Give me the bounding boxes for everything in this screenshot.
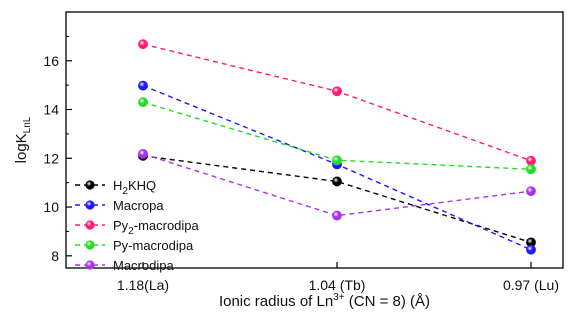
y-tick-label: 14 bbox=[43, 102, 59, 118]
series-line bbox=[142, 43, 532, 162]
legend-label: H2KHQ bbox=[113, 178, 156, 197]
legend-label-part: Py bbox=[113, 218, 129, 233]
legend-marker bbox=[85, 240, 95, 250]
y-axis-title: logKLnL bbox=[13, 116, 33, 163]
legend-label-part: -macrodipa bbox=[134, 218, 200, 233]
legend-label: Py-macrodipa bbox=[113, 238, 194, 253]
x-tick-label: 1.18(La) bbox=[117, 277, 169, 293]
data-point bbox=[526, 186, 536, 197]
x-axis-title-main: Ionic radius of Ln bbox=[219, 293, 333, 310]
y-tick-label: 10 bbox=[43, 199, 59, 215]
data-point bbox=[332, 155, 342, 166]
series-line bbox=[142, 155, 532, 244]
y-tick-label: 12 bbox=[43, 150, 59, 166]
legend-label-subscript: 2 bbox=[128, 226, 134, 237]
legend-marker bbox=[85, 180, 95, 190]
y-axis-title-main: logK bbox=[13, 133, 30, 163]
data-point bbox=[332, 210, 342, 221]
data-point bbox=[138, 80, 148, 91]
x-tick-label: 0.97 (Lu) bbox=[503, 277, 559, 293]
legend: H2KHQMacropaPy2-macrodipaPy-macrodipaMac… bbox=[75, 178, 200, 273]
series-line bbox=[142, 153, 532, 217]
x-axis-title-rest: (CN = 8) (Å) bbox=[345, 293, 430, 310]
legend-label-subscript: 2 bbox=[122, 186, 128, 197]
data-point bbox=[138, 148, 148, 159]
legend-label-part: KHQ bbox=[128, 178, 156, 193]
legend-label-part: Py-macrodipa bbox=[113, 238, 194, 253]
legend-marker bbox=[85, 200, 95, 210]
legend-label-part: Macrodipa bbox=[113, 258, 174, 273]
y-tick-label: 16 bbox=[43, 53, 59, 69]
x-axis-title-superscript: 3+ bbox=[333, 292, 345, 303]
data-point bbox=[332, 86, 342, 97]
legend-marker bbox=[85, 220, 95, 230]
legend-marker bbox=[85, 260, 95, 270]
x-tick-label: 1.04 (Tb) bbox=[309, 277, 366, 293]
data-point bbox=[526, 155, 536, 166]
legend-label: Macropa bbox=[113, 198, 164, 213]
legend-label-part: H bbox=[113, 178, 122, 193]
plot-frame bbox=[65, 11, 564, 269]
data-point bbox=[526, 244, 536, 255]
data-point bbox=[138, 97, 148, 108]
data-point bbox=[526, 164, 536, 175]
data-point bbox=[138, 39, 148, 50]
x-axis-title: Ionic radius of Ln3+ (CN = 8) (Å) bbox=[219, 292, 430, 310]
axis-layer: 8 10 12 14 16 1.18(La) 1.04 (Tb) 0.97 (Lu) bbox=[43, 35, 559, 293]
svg-text:logKLnL: logKLnL bbox=[13, 116, 33, 163]
legend-label: Py2-macrodipa bbox=[113, 218, 200, 237]
data-point bbox=[332, 176, 342, 187]
legend-label-part: Macropa bbox=[113, 198, 164, 213]
legend-label: Macrodipa bbox=[113, 258, 174, 273]
y-axis-title-subscript: LnL bbox=[22, 116, 33, 133]
series-layer bbox=[138, 39, 536, 255]
y-tick-label: 8 bbox=[51, 248, 59, 264]
